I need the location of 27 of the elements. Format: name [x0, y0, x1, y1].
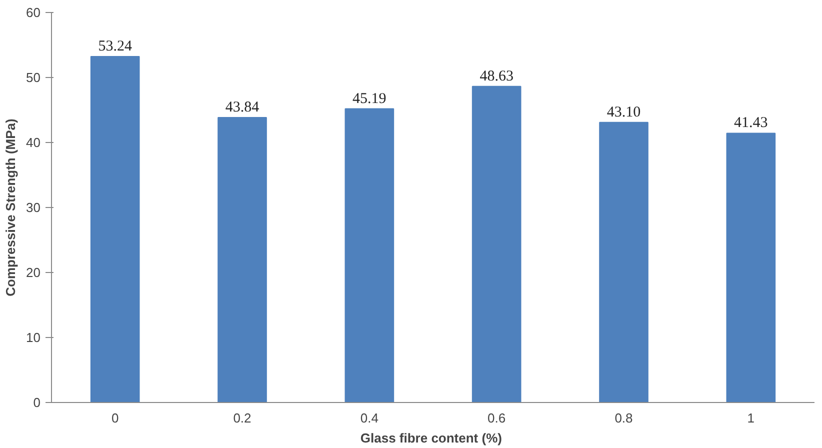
x-tick-label: 1: [747, 410, 755, 426]
bar: [344, 108, 394, 402]
y-tick-label: 60: [26, 5, 41, 20]
y-tick-label: 10: [26, 330, 41, 345]
y-tick-label: 20: [26, 265, 41, 280]
x-tick-label: 0.2: [233, 410, 252, 426]
data-label: 43.10: [606, 104, 641, 120]
y-tick-label: 40: [26, 135, 41, 150]
x-tick-label: 0.8: [614, 410, 633, 426]
bar: [726, 132, 776, 402]
y-tick-label: 50: [26, 70, 41, 85]
x-tick-label: 0.6: [488, 410, 506, 426]
bar: [599, 122, 648, 402]
data-label: 41.43: [734, 115, 768, 132]
data-label: 53.24: [98, 38, 132, 54]
bar: [218, 117, 267, 402]
y-tick-label: 0: [33, 395, 41, 410]
data-label: 43.84: [225, 100, 260, 116]
x-axis-title: Glass fibre content (%): [360, 430, 502, 446]
x-tick-label: 0: [111, 410, 119, 426]
y-tick-label: 30: [26, 200, 41, 215]
data-label: 45.19: [352, 90, 386, 107]
data-label: 48.63: [480, 68, 514, 84]
bar: [472, 86, 522, 402]
bar: [90, 56, 140, 402]
y-axis-title: Compressive Strength (MPa): [3, 118, 18, 296]
x-tick-label: 0.4: [360, 410, 378, 426]
